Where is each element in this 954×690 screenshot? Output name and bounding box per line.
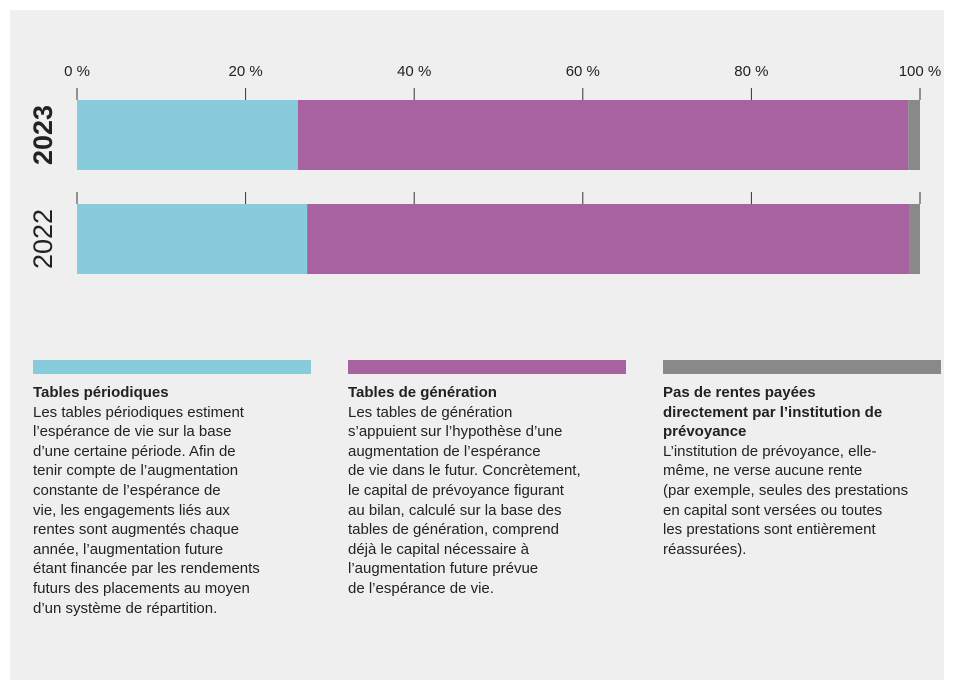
bar-segment [307, 204, 910, 274]
legend-description-line: année, l’augmentation future [33, 540, 224, 558]
legend-description-line: d’une certaine période. Afin de [33, 442, 236, 460]
legend-description-line: au bilan, calculé sur la base des [348, 501, 562, 519]
legend-description-line: augmentation de l’espérance [348, 442, 541, 460]
legend-description-line: tenir compte de l’augmentation [33, 462, 239, 480]
legend-item: Tables de génération Les tables de généra… [348, 360, 626, 599]
legend-description-line: le capital de prévoyance figurant [348, 481, 564, 499]
y-tick-label: 2023 [28, 105, 58, 165]
y-tick-label: 2022 [28, 209, 58, 269]
legend-description-line: (par exemple, seules des prestations [663, 481, 909, 499]
legend-description-line: l’augmentation future prévue [348, 560, 539, 578]
legend-description-line: Les tables de génération [348, 403, 513, 421]
legend-description-line: tables de génération, comprend [348, 521, 559, 539]
legend-description-line: s’appuient sur l’hypothèse d’une [348, 423, 563, 441]
legend-description-line: en capital sont versées ou toutes [663, 501, 883, 519]
bar-segment [297, 100, 909, 170]
legend-swatch [33, 360, 311, 374]
x-tick-label: 20 % [228, 63, 262, 80]
legend-description-line: constante de l’espérance de [33, 481, 221, 499]
x-tick-label: 0 % [64, 63, 90, 80]
chart: 0 % 20 % 40 % 60 % 80 % 100 % 2023 2022 [28, 63, 942, 274]
legend-description-line: de l’espérance de vie. [348, 579, 494, 597]
x-tick-label: 40 % [397, 63, 431, 80]
legend-description-line: réassurées). [663, 540, 747, 558]
legend-description-line: même, ne verse aucune rente [663, 462, 863, 480]
legend-description-line: d’un système de répartition. [33, 599, 218, 617]
bar-segment [77, 204, 308, 274]
legend-description-line: l’espérance de vie sur la base [33, 423, 232, 441]
legend-swatch [348, 360, 626, 374]
bar-segment [77, 100, 298, 170]
legend-label: Tables de génération [348, 384, 497, 401]
x-tick-label: 80 % [734, 63, 768, 80]
x-tick-label: 100 % [899, 63, 942, 80]
legend-description-line: futurs des placements au moyen [33, 579, 250, 597]
x-tick-label: 60 % [566, 63, 600, 80]
legend-label: Pas de rentes payées directement par l’i… [663, 384, 883, 441]
bar-segment [909, 204, 920, 274]
bar-segment [908, 100, 920, 170]
legend-description-line: Les tables périodiques estiment [33, 403, 244, 421]
legend-description-line: de vie dans le futur. Concrètement, [348, 462, 581, 480]
legend-description-line: L’institution de prévoyance, elle- [663, 442, 877, 460]
legend-description-line: déjà le capital nécessaire à [348, 540, 529, 558]
legend-label: Tables périodiques [33, 384, 169, 401]
legend-description-line: étant financée par les rendements [33, 560, 260, 578]
legend-item: Tables périodiques Les tables périodiques… [33, 360, 311, 618]
legend-item: Pas de rentes payées directement par l’i… [663, 360, 941, 559]
legend-description-line: les prestations sont entièrement [663, 521, 876, 539]
legend-swatch [663, 360, 941, 374]
legend-description-line: rentes sont augmentés chaque [33, 521, 239, 539]
legend-description-line: vie, les engagements liés aux [33, 501, 230, 519]
